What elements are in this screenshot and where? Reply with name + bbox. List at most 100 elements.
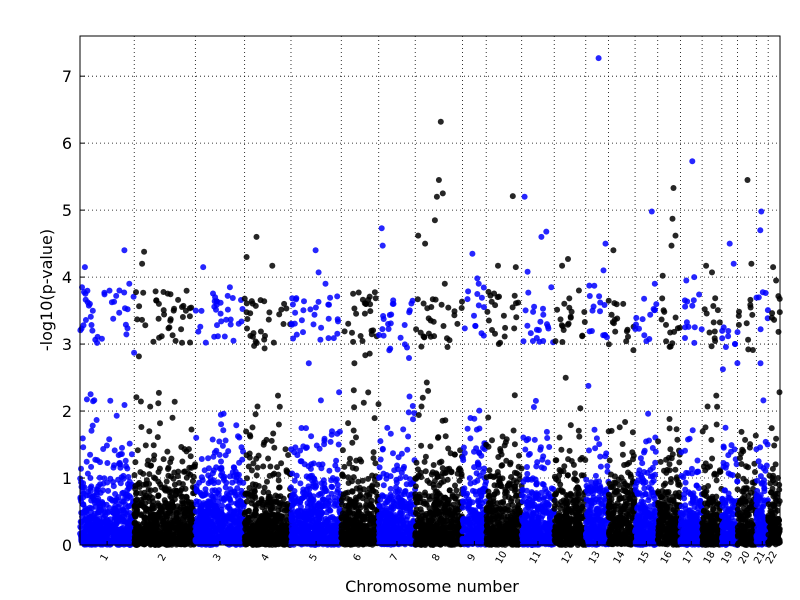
- data-point: [485, 443, 492, 450]
- data-point: [335, 441, 342, 448]
- data-point: [300, 307, 307, 314]
- data-point: [221, 333, 228, 340]
- data-point: [398, 496, 404, 503]
- data-point: [188, 426, 195, 433]
- data-point: [315, 298, 322, 305]
- data-point: [387, 430, 394, 437]
- data-point: [256, 538, 263, 545]
- data-point: [249, 522, 256, 529]
- data-point: [415, 412, 422, 418]
- data-point: [360, 541, 367, 548]
- data-point: [429, 510, 436, 517]
- data-point: [142, 442, 149, 449]
- data-point: [89, 307, 96, 314]
- data-point: [338, 497, 345, 504]
- data-point: [328, 483, 335, 490]
- data-point: [370, 455, 377, 462]
- data-point: [351, 360, 358, 367]
- data-point: [312, 534, 319, 541]
- data-point: [318, 480, 325, 487]
- data-point: [235, 537, 242, 544]
- data-point: [246, 450, 253, 457]
- data-point: [133, 500, 139, 507]
- data-point: [377, 456, 384, 463]
- data-point: [345, 420, 352, 427]
- data-point: [422, 240, 429, 247]
- data-point: [431, 478, 438, 484]
- data-point: [225, 514, 232, 520]
- data-point: [197, 323, 204, 330]
- data-point: [106, 495, 113, 502]
- data-point: [205, 509, 212, 516]
- data-point: [256, 516, 263, 523]
- data-point: [410, 416, 416, 423]
- data-point: [160, 504, 167, 510]
- data-point: [432, 296, 439, 303]
- data-point: [334, 481, 341, 488]
- data-point: [217, 411, 224, 418]
- data-point: [456, 477, 463, 484]
- data-point: [176, 506, 183, 513]
- data-point: [181, 446, 188, 453]
- data-point: [290, 501, 297, 508]
- data-point: [161, 497, 168, 504]
- data-point: [253, 455, 260, 462]
- data-point: [220, 530, 227, 537]
- data-point: [149, 494, 156, 501]
- data-point: [205, 465, 212, 472]
- data-point: [476, 407, 483, 414]
- data-point: [80, 480, 87, 487]
- data-point: [83, 458, 90, 465]
- data-point: [259, 504, 266, 511]
- data-point: [329, 475, 336, 481]
- data-point: [289, 514, 296, 521]
- data-point: [80, 501, 87, 508]
- data-point: [351, 404, 358, 411]
- data-point: [105, 487, 112, 494]
- data-point: [78, 509, 85, 516]
- data-point: [137, 398, 144, 405]
- data-point: [271, 444, 278, 451]
- data-point: [152, 486, 159, 493]
- data-point: [183, 287, 190, 294]
- data-point: [121, 402, 128, 408]
- data-point: [147, 462, 154, 469]
- data-point: [269, 262, 276, 269]
- data-point: [193, 434, 200, 441]
- data-point: [185, 446, 192, 453]
- data-point: [140, 289, 147, 296]
- data-point: [121, 289, 128, 296]
- data-point: [90, 517, 97, 524]
- data-point: [98, 531, 105, 538]
- data-point: [436, 482, 443, 489]
- data-point: [254, 464, 261, 471]
- data-point: [466, 524, 473, 531]
- data-point: [308, 461, 315, 468]
- data-point: [246, 538, 253, 544]
- data-point: [87, 475, 94, 481]
- data-point: [345, 320, 352, 327]
- data-point: [254, 403, 261, 410]
- data-point: [357, 504, 364, 511]
- data-point: [125, 534, 132, 541]
- data-point: [454, 509, 461, 516]
- data-point: [234, 485, 241, 492]
- data-point: [265, 497, 272, 504]
- data-point: [78, 525, 85, 532]
- data-point: [405, 433, 412, 440]
- data-point: [89, 493, 96, 500]
- data-point: [264, 478, 270, 485]
- data-point: [339, 536, 346, 543]
- data-point: [210, 496, 217, 503]
- data-point: [307, 306, 314, 313]
- data-point: [280, 540, 287, 547]
- data-point: [426, 496, 433, 503]
- data-point: [452, 482, 458, 489]
- data-point: [116, 287, 123, 294]
- data-point: [212, 294, 219, 301]
- data-point: [157, 481, 164, 488]
- data-point: [303, 524, 310, 531]
- data-point: [370, 449, 377, 456]
- data-point: [224, 306, 231, 313]
- data-point: [133, 394, 140, 401]
